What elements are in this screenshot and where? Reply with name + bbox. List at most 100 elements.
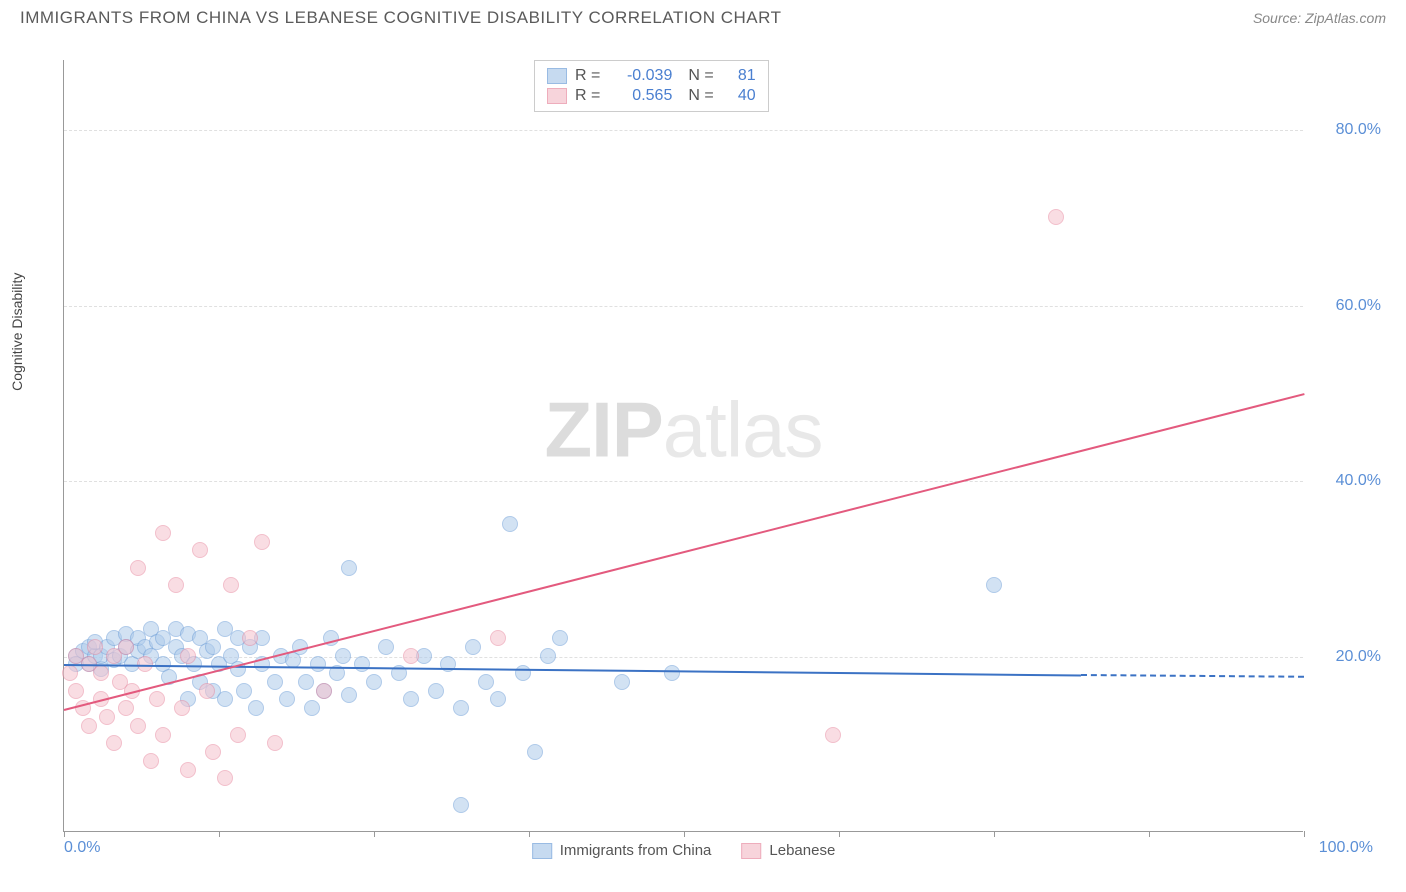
scatter-point [106, 735, 122, 751]
scatter-point [217, 691, 233, 707]
scatter-point [453, 797, 469, 813]
scatter-point [527, 744, 543, 760]
scatter-point [478, 674, 494, 690]
scatter-point [254, 534, 270, 550]
scatter-point [490, 630, 506, 646]
y-tick-label: 20.0% [1336, 648, 1381, 666]
y-tick-label: 40.0% [1336, 472, 1381, 490]
x-tick-label: 0.0% [64, 839, 100, 857]
scatter-point [366, 674, 382, 690]
scatter-point [149, 691, 165, 707]
y-axis-label: Cognitive Disability [9, 273, 25, 391]
scatter-point [130, 718, 146, 734]
scatter-point [68, 683, 84, 699]
scatter-point [180, 762, 196, 778]
legend-swatch [547, 88, 567, 104]
legend-series-name: Lebanese [769, 842, 835, 859]
scatter-point [378, 639, 394, 655]
scatter-point [453, 700, 469, 716]
scatter-point [217, 770, 233, 786]
scatter-point [502, 516, 518, 532]
x-tick-mark [994, 831, 995, 837]
scatter-point [155, 525, 171, 541]
scatter-point [242, 630, 258, 646]
scatter-point [540, 648, 556, 664]
scatter-point [428, 683, 444, 699]
y-tick-label: 60.0% [1336, 297, 1381, 315]
scatter-point [155, 727, 171, 743]
x-tick-mark [684, 831, 685, 837]
trend-line [1081, 674, 1304, 678]
scatter-point [304, 700, 320, 716]
legend-r-value: -0.039 [608, 67, 672, 85]
legend-r-label: R = [575, 67, 600, 85]
scatter-point [62, 665, 78, 681]
scatter-point [223, 577, 239, 593]
legend-n-value: 40 [722, 87, 756, 105]
source-attribution: Source: ZipAtlas.com [1253, 10, 1386, 26]
scatter-point [118, 700, 134, 716]
x-tick-mark [219, 831, 220, 837]
scatter-point [180, 648, 196, 664]
scatter-point [168, 577, 184, 593]
chart-container: Cognitive Disability ZIPatlas R =-0.039N… [45, 42, 1385, 842]
legend-swatch [741, 843, 761, 859]
gridline [64, 306, 1303, 307]
scatter-point [267, 674, 283, 690]
gridline [64, 481, 1303, 482]
scatter-point [1048, 209, 1064, 225]
legend-item: Lebanese [741, 842, 835, 859]
scatter-point [490, 691, 506, 707]
x-tick-mark [64, 831, 65, 837]
scatter-point [664, 665, 680, 681]
x-tick-mark [374, 831, 375, 837]
legend-item: Immigrants from China [532, 842, 712, 859]
legend-row: R =-0.039N =81 [547, 67, 756, 85]
scatter-point [81, 718, 97, 734]
y-tick-label: 80.0% [1336, 121, 1381, 139]
scatter-point [341, 687, 357, 703]
x-tick-mark [1304, 831, 1305, 837]
scatter-point [174, 700, 190, 716]
scatter-point [87, 639, 103, 655]
scatter-point [825, 727, 841, 743]
scatter-point [130, 560, 146, 576]
scatter-point [230, 727, 246, 743]
legend-r-label: R = [575, 87, 600, 105]
scatter-point [118, 639, 134, 655]
legend-n-label: N = [688, 87, 713, 105]
scatter-point [614, 674, 630, 690]
scatter-point [143, 753, 159, 769]
scatter-point [354, 656, 370, 672]
scatter-point [205, 744, 221, 760]
legend-r-value: 0.565 [608, 87, 672, 105]
scatter-point [316, 683, 332, 699]
scatter-point [403, 691, 419, 707]
legend-row: R = 0.565 N = 40 [547, 87, 756, 105]
scatter-point [341, 560, 357, 576]
series-legend: Immigrants from China Lebanese [532, 842, 836, 859]
scatter-point [298, 674, 314, 690]
scatter-point [93, 665, 109, 681]
scatter-point [267, 735, 283, 751]
x-tick-mark [1149, 831, 1150, 837]
watermark: ZIPatlas [544, 385, 822, 476]
scatter-point [310, 656, 326, 672]
plot-area: ZIPatlas R =-0.039N =81R =0.565N =40 Imm… [63, 60, 1303, 832]
scatter-point [335, 648, 351, 664]
scatter-point [403, 648, 419, 664]
scatter-point [205, 639, 221, 655]
scatter-point [248, 700, 264, 716]
scatter-point [986, 577, 1002, 593]
legend-n-label: N = [688, 67, 713, 85]
scatter-point [99, 709, 115, 725]
chart-title: IMMIGRANTS FROM CHINA VS LEBANESE COGNIT… [20, 8, 781, 28]
x-tick-mark [839, 831, 840, 837]
scatter-point [199, 683, 215, 699]
scatter-point [192, 542, 208, 558]
scatter-point [552, 630, 568, 646]
legend-swatch [532, 843, 552, 859]
scatter-point [465, 639, 481, 655]
legend-swatch [547, 68, 567, 84]
scatter-point [279, 691, 295, 707]
